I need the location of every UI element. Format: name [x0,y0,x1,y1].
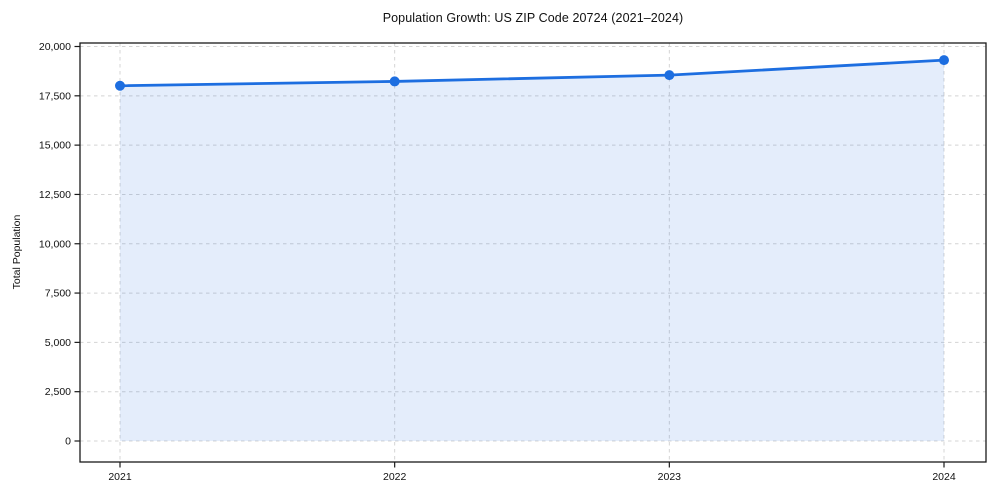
data-point-2021 [115,80,125,91]
x-tick-label: 2023 [658,471,682,483]
y-tick-label: 0 [65,436,71,448]
y-tick-label: 12,500 [39,189,71,201]
area-fill [120,60,944,441]
data-point-2024 [939,55,949,66]
chart-title: Population Growth: US ZIP Code 20724 (20… [382,11,684,25]
x-tick-label: 2022 [383,471,407,483]
axes-spines [79,42,987,463]
y-tick-label: 17,500 [39,90,71,102]
y-tick-label: 15,000 [39,140,71,152]
x-tick-label: 2021 [108,471,132,483]
data-point-2022 [389,76,400,87]
trend-line [118,58,946,88]
x-tick-label: 2024 [932,471,956,483]
y-tick-label: 10,000 [39,238,71,250]
y-tick-label: 7,500 [45,288,71,300]
data-point-2023 [664,70,675,81]
y-tick-label: 2,500 [45,386,71,398]
y-tick-label: 20,000 [39,41,71,53]
y-tick-label: 5,000 [45,337,71,349]
